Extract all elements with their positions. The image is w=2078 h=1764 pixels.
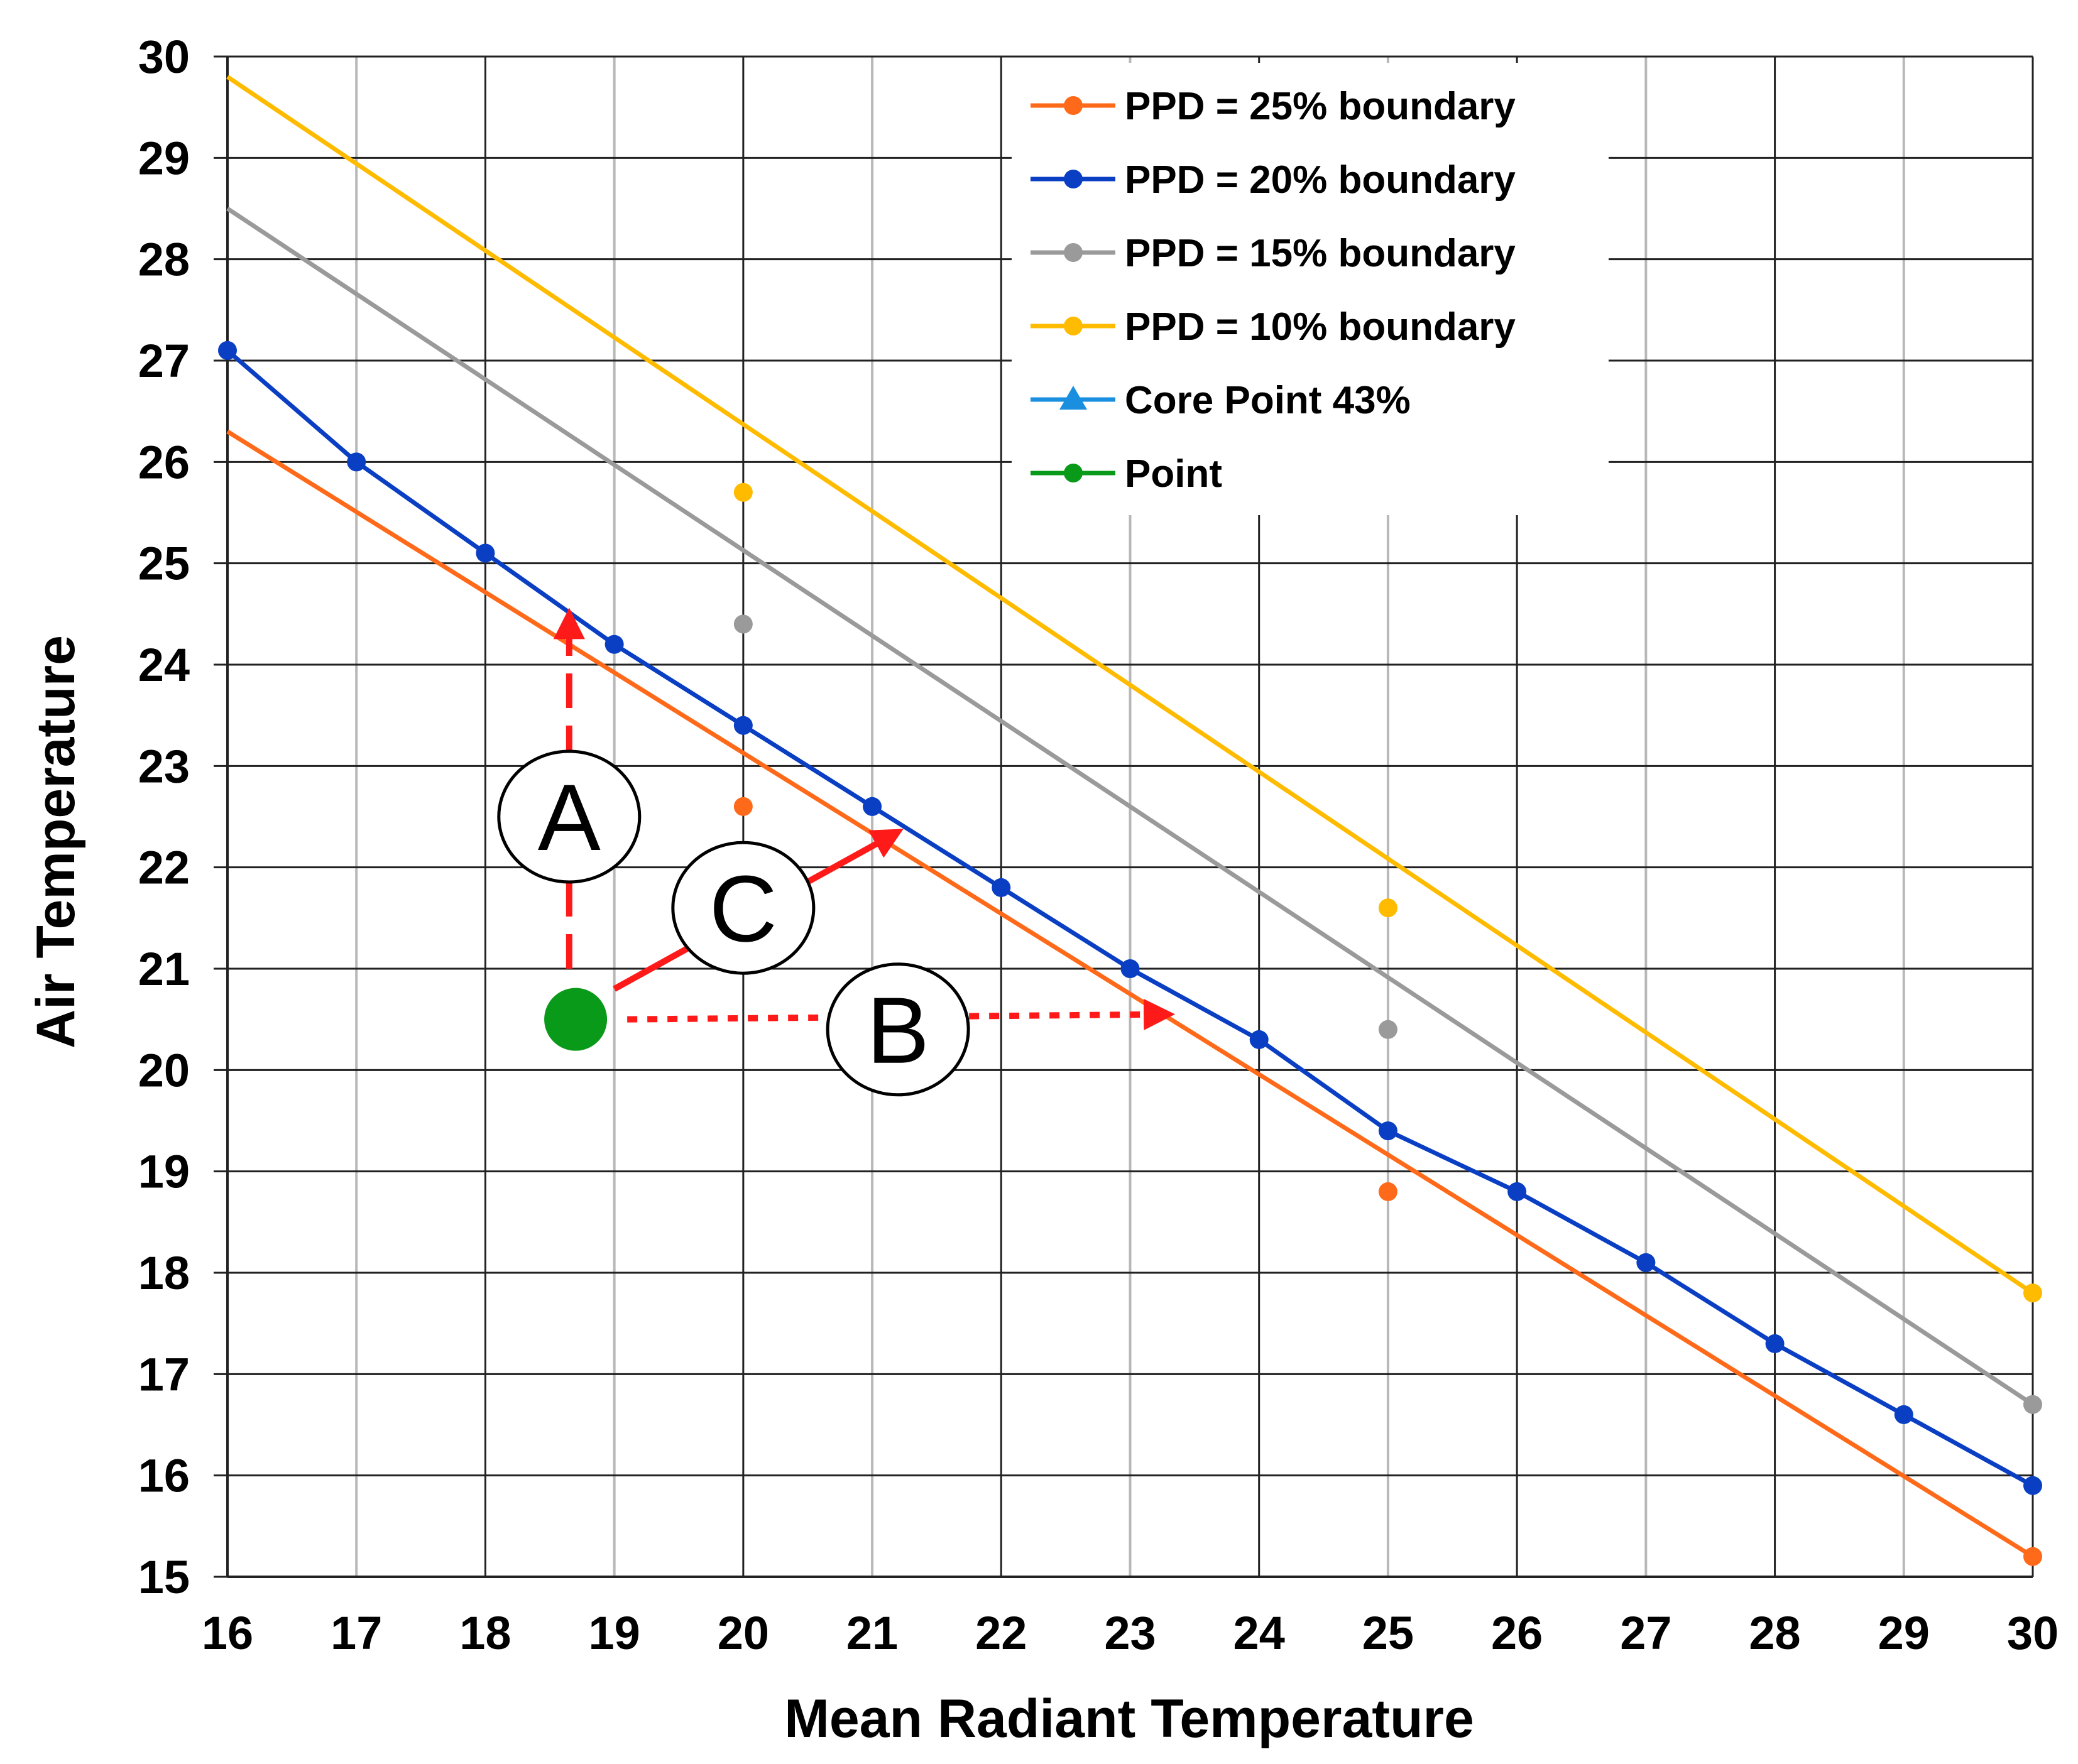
series-3-marker: [733, 482, 753, 502]
series-0-marker: [733, 797, 753, 816]
x-tick-label: 18: [459, 1607, 511, 1659]
legend-entry-label: PPD = 25% boundary: [1125, 85, 1516, 128]
y-tick-label: 28: [138, 234, 190, 286]
y-tick-label: 16: [138, 1450, 190, 1502]
series-1-marker: [1636, 1253, 1656, 1272]
annotation-label-b: B: [867, 977, 929, 1083]
series-1-marker: [604, 634, 624, 654]
y-tick-label: 29: [138, 132, 190, 184]
series-2-marker: [1378, 1020, 1397, 1039]
x-tick-label: 26: [1491, 1607, 1543, 1659]
annotation-circle-a: [497, 749, 642, 884]
series-0-marker: [2023, 1547, 2042, 1566]
x-tick-label: 30: [2007, 1607, 2059, 1659]
series-1-marker: [2023, 1476, 2042, 1495]
annotations: A BC: [497, 607, 1176, 1097]
axes: Mean Radiant Temperature Air Temperature…: [26, 31, 2059, 1749]
x-tick-label: 24: [1233, 1607, 1285, 1659]
series-0-marker: [1378, 1182, 1397, 1201]
y-tick-label: 30: [138, 31, 190, 83]
legend-swatch-marker: [1064, 317, 1083, 335]
x-tick-label: 29: [1878, 1607, 1930, 1659]
legend-entry-label: PPD = 10% boundary: [1125, 305, 1516, 349]
y-tick-label: 26: [138, 436, 190, 488]
y-tick-label: 17: [138, 1348, 190, 1400]
annotation-label-a: A: [538, 765, 601, 870]
x-tick-label: 25: [1362, 1607, 1414, 1659]
series-1-marker: [347, 452, 366, 472]
series-2-marker: [733, 614, 753, 634]
x-tick-label: 20: [718, 1607, 769, 1659]
legend-entry-label: Core Point 43%: [1125, 379, 1411, 422]
y-tick-label: 20: [138, 1044, 190, 1096]
series-1-marker: [1765, 1334, 1785, 1353]
x-tick-label: 27: [1620, 1607, 1671, 1659]
series-2-marker: [2023, 1395, 2042, 1414]
point-marker: [544, 988, 608, 1051]
legend-swatch-marker: [1064, 243, 1083, 262]
y-tick-label: 24: [138, 639, 190, 691]
legend: PPD = 25% boundary PPD = 20% boundary PPD …: [1012, 63, 1609, 515]
series-1-marker: [863, 797, 882, 816]
y-tick-label: 25: [138, 538, 190, 590]
series-1-marker: [992, 878, 1011, 897]
series-group: [218, 75, 2042, 1566]
series-1-marker: [1120, 959, 1140, 978]
series-2-line: [226, 207, 2034, 1407]
series-1-marker: [733, 716, 753, 735]
annotation-circle-c: [671, 841, 816, 975]
x-tick-label: 19: [588, 1607, 640, 1659]
y-tick-label: 22: [138, 842, 190, 894]
series-1-marker: [218, 340, 237, 360]
series-3-marker: [2023, 1283, 2042, 1303]
y-tick-label: 27: [138, 335, 190, 387]
y-axis-title: Air Temperature: [26, 635, 86, 1048]
legend-entry-label: PPD = 15% boundary: [1125, 232, 1516, 275]
legend-swatch-marker: [1064, 96, 1083, 115]
x-tick-label: 16: [202, 1607, 253, 1659]
series-1-marker: [1894, 1405, 1913, 1424]
y-tick-label: 18: [138, 1247, 190, 1299]
x-axis-title: Mean Radiant Temperature: [784, 1689, 1474, 1749]
y-tick-label: 19: [138, 1146, 190, 1198]
y-tick-label: 23: [138, 740, 190, 792]
series-1-marker: [1507, 1182, 1527, 1201]
x-tick-label: 28: [1749, 1607, 1800, 1659]
y-tick-label: 21: [138, 943, 190, 995]
y-tick-label: 15: [138, 1551, 190, 1603]
series-3-line: [226, 75, 2034, 1295]
series-0-line: [226, 429, 2034, 1559]
legend-swatch-marker: [1064, 170, 1083, 188]
annotation-label-c: C: [709, 856, 777, 961]
x-tick-label: 17: [331, 1607, 382, 1659]
legend-entry-label: Point: [1125, 452, 1222, 496]
series-1-marker: [1378, 1121, 1397, 1141]
annotation-circle-b: [826, 962, 970, 1097]
x-tick-label: 21: [846, 1607, 898, 1659]
series-1-marker: [476, 543, 495, 563]
legend-swatch-marker: [1064, 464, 1083, 482]
x-tick-label: 23: [1104, 1607, 1156, 1659]
series-3-marker: [1378, 898, 1397, 918]
legend-box: [1012, 63, 1609, 515]
legend-entry-label: PPD = 20% boundary: [1125, 158, 1516, 202]
series-1-marker: [1249, 1030, 1269, 1049]
legend-swatch-triangle-marker: [1059, 386, 1087, 410]
x-tick-label: 22: [975, 1607, 1027, 1659]
